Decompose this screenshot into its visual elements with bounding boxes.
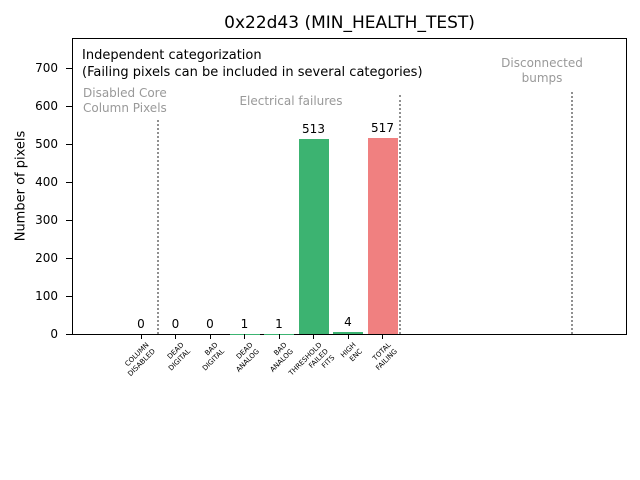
x-tick [347,334,349,339]
chart-annotation: Independent categorization [82,48,262,63]
bar-value-label: 513 [302,122,325,137]
section-separator-line [571,92,574,334]
x-tick [140,334,142,339]
chart-annotation: Disconnected bumps [501,56,583,85]
bar-value-label: 517 [371,120,394,135]
bar-value-label: 0 [206,317,214,331]
chart-title: 0x22d43 (MIN_HEALTH_TEST) [224,13,475,33]
y-tick [66,219,72,221]
y-tick [66,105,72,107]
section-separator-line [157,120,160,334]
y-tick-label: 0 [50,327,58,341]
x-tick [313,334,314,339]
chart-annotation: (Failing pixels can be included in sever… [82,65,423,80]
y-tick-label: 300 [35,213,58,228]
chart-annotation: Disabled Core Column Pixels [83,86,167,115]
bar [298,139,329,334]
y-tick [66,257,72,259]
bar [333,332,363,334]
bar-value-label: 1 [240,316,249,331]
x-tick [244,334,245,339]
y-tick-label: 500 [35,137,58,152]
y-tick-label: 600 [35,99,58,114]
x-tick [382,334,383,339]
x-tick [278,334,280,339]
x-tick [175,334,176,339]
y-tick-label: 700 [35,61,58,76]
bar-value-label: 1 [275,316,283,331]
y-tick-label: 400 [35,175,58,190]
y-tick [66,295,72,297]
y-tick [66,67,72,69]
bar-value-label: 4 [344,315,352,330]
bar [367,137,398,334]
x-tick [209,334,211,339]
y-tick-label: 200 [35,251,58,266]
bar-value-label: 0 [137,317,145,331]
y-tick [66,143,72,145]
bar-value-label: 0 [171,317,180,331]
section-separator-line [398,95,401,334]
y-tick [66,333,72,335]
y-tick-label: 100 [35,289,58,304]
chart-annotation: Electrical failures [239,94,343,108]
y-tick [66,181,72,183]
plot-area [72,38,627,335]
